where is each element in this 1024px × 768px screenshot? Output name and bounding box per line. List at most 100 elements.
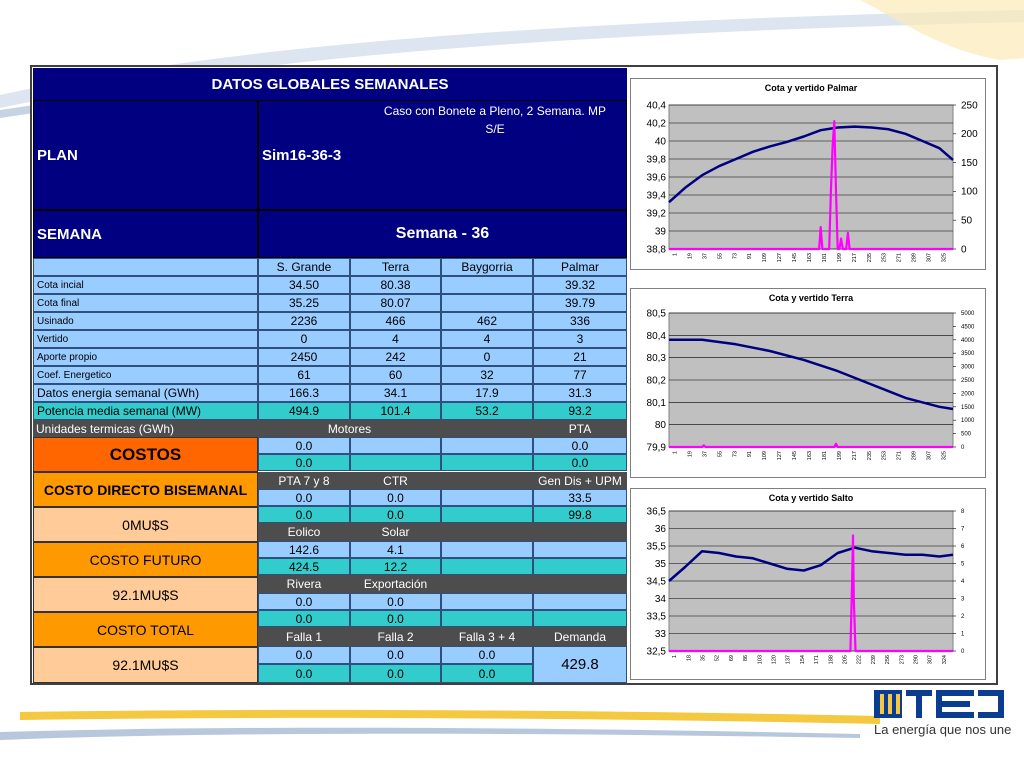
table-cell: 242 [350,348,441,366]
y-tick-label: 80,4 [647,331,667,342]
y-tick-label: 40,2 [647,119,667,130]
table-cell: 34.1 [350,384,441,402]
table-cell: 466 [350,312,441,330]
table-cell [350,454,441,471]
x-tick-label: 137 [786,655,792,664]
table-cell: 0 [441,348,533,366]
table-cell: 462 [441,312,533,330]
y2-tick-label: 0 [961,649,965,655]
gendis-label: Gen Dis + UPM [533,472,627,489]
solar-label: Solar [350,523,441,541]
table-cell: 21 [533,348,627,366]
y-tick-label: 36 [655,524,667,535]
column-header-blank [33,258,258,276]
exportacion-label: Exportación [350,575,441,593]
series-line-cota [668,546,954,582]
header-blank [441,420,533,437]
table-cell [533,610,627,627]
chart-salto: Cota y vertido Salto36,53635,53534,53433… [647,493,965,664]
y-tick-label: 79,9 [647,443,667,454]
x-tick-label: 145 [792,253,798,262]
x-tick-label: 222 [857,655,863,664]
plan-desc-line1: Caso con Bonete a Pleno, 2 Semana. MP [383,104,607,118]
y2-tick-label: 5 [961,562,965,568]
table-cell: 39.32 [533,276,627,294]
x-tick-label: 171 [814,655,820,664]
y2-tick-label: 3000 [961,365,975,371]
y-tick-label: 33 [655,629,667,640]
y2-tick-label: 6 [961,544,965,550]
x-tick-label: 256 [885,655,891,664]
table-cell: 0.0 [533,437,627,454]
table-cell: 0.0 [258,664,350,683]
y2-tick-label: 7 [961,527,965,533]
x-tick-label: 91 [747,451,753,457]
y2-tick-label: 200 [961,129,978,140]
x-tick-label: 199 [837,451,843,460]
table-cell: 0.0 [258,506,350,523]
y-tick-label: 32,5 [647,647,667,658]
table-cell: 0.0 [533,454,627,471]
y2-tick-label: 5000 [961,311,975,317]
row-label: Cota final [33,294,258,312]
y2-tick-label: 3 [961,597,965,603]
x-tick-label: 145 [792,451,798,460]
x-tick-label: 154 [800,655,806,664]
table-cell: 61 [258,366,350,384]
table-cell: 60 [350,366,441,384]
y-tick-label: 38,8 [647,245,667,256]
motores-label: Motores [258,420,441,437]
x-tick-label: 73 [732,451,738,457]
table-cell: 12.2 [350,558,441,575]
x-tick-label: 181 [822,253,828,262]
y-tick-label: 80 [655,420,667,431]
chart-salto-box: Cota y vertido Salto 36,5 36 35,5 35 34,5 34 33… [630,488,986,680]
table-cell: 35.25 [258,294,350,312]
header-blank [441,523,627,541]
decorative-bottom-swoosh [0,709,880,740]
column-header-sgrande: S. Grande [258,258,350,276]
chart-title: Cota y vertido Terra [769,293,854,303]
series-line-cota [669,338,954,411]
y2-tick-label: 1500 [961,405,975,411]
row-label: Datos energia semanal (GWh) [33,384,258,402]
y2-tick-label: 2 [961,614,965,620]
x-tick-label: 271 [897,253,903,262]
table-cell: 494.9 [258,402,350,420]
y2-tick-label: 50 [961,216,973,227]
table-cell [533,558,627,575]
table-cell: 0.0 [258,489,350,506]
row-label: Aporte propio [33,348,258,366]
table-cell: 80.38 [350,276,441,294]
table-cell [441,541,533,558]
y2-tick-label: 4 [961,579,965,585]
table-cell: 0.0 [350,610,441,627]
y-tick-label: 35 [655,559,667,570]
eolico-label: Eolico [258,523,350,541]
table-cell: 0.0 [258,610,350,627]
series-line-vertido [669,442,953,449]
demanda-value: 429.8 [533,646,627,683]
table-cell [533,541,627,558]
falla2-label: Falla 2 [350,627,441,646]
y2-tick-label: 0 [961,244,967,255]
table-cell: 0.0 [350,506,441,523]
table-cell: 101.4 [350,402,441,420]
x-tick-label: 253 [882,253,888,262]
x-tick-label: 37 [702,253,708,259]
x-tick-label: 271 [897,451,903,460]
table-cell: 0.0 [258,437,350,454]
x-tick-label: 307 [927,451,933,460]
table-cell [441,437,533,454]
x-tick-label: 127 [777,253,783,262]
row-label: Usinado [33,312,258,330]
table-cell: 2236 [258,312,350,330]
x-tick-label: 307 [928,655,934,664]
table-cell: 2450 [258,348,350,366]
column-header-palmar: Palmar [533,258,627,276]
table-cell [533,593,627,610]
table-cell: 33.5 [533,489,627,506]
y-tick-label: 80,2 [647,376,667,387]
header-blank [441,472,533,489]
y-tick-label: 80,5 [647,309,667,320]
